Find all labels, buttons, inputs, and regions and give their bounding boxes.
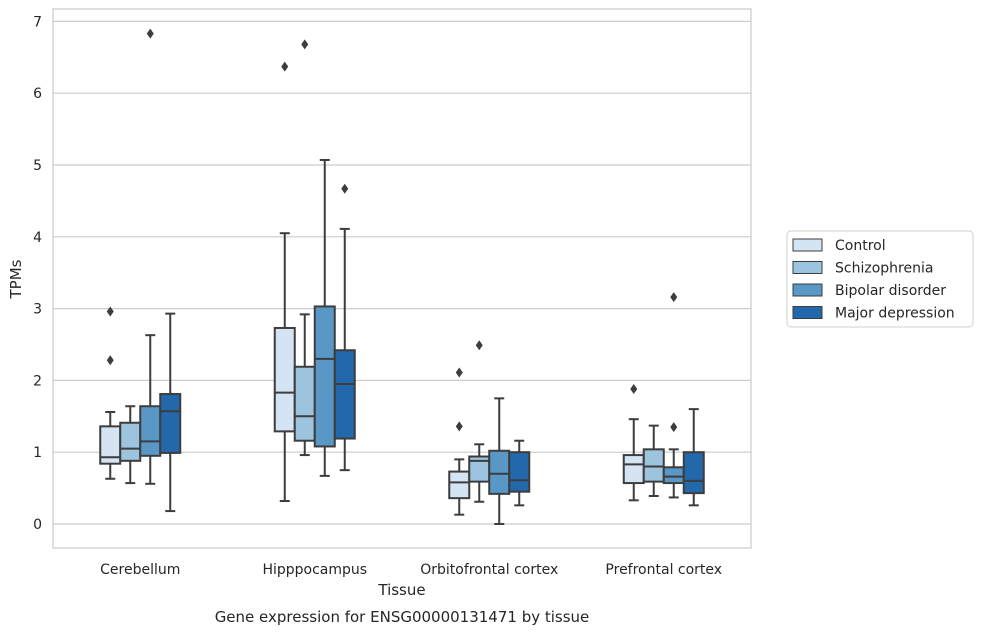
box-iqr — [488, 449, 511, 495]
legend-swatch — [792, 261, 823, 274]
box-iqr — [273, 326, 296, 433]
box-iqr — [508, 451, 531, 493]
box-iqr — [119, 421, 142, 462]
outlier-point — [106, 306, 114, 317]
y-tick-label: 7 — [33, 14, 42, 30]
box-control — [273, 61, 296, 503]
x-tick-label: Orbitofrontal cortex — [420, 562, 558, 578]
box-major-depression — [508, 439, 531, 507]
y-tick-labels: 0 1 2 3 4 5 6 7 — [33, 14, 42, 533]
box-major-depression — [333, 183, 356, 472]
box-iqr — [293, 365, 316, 442]
x-tick-labels: Cerebellum Hipppocampus Orbitofrontal cort… — [100, 562, 722, 578]
box-bipolar-disorder — [313, 158, 336, 477]
y-tick-label: 4 — [33, 230, 42, 246]
outlier-point — [670, 292, 678, 303]
box-bipolar-disorder — [488, 397, 511, 525]
outlier-point — [630, 384, 638, 395]
legend-label: Control — [835, 238, 886, 254]
box-control — [99, 306, 122, 480]
box-bipolar-disorder — [662, 292, 685, 499]
y-tick-label: 6 — [33, 86, 42, 102]
legend-label: Major depression — [835, 306, 955, 322]
legend-swatch — [792, 306, 823, 319]
legend-label: Schizophrenia — [835, 261, 933, 277]
legend-label: Bipolar disorder — [835, 283, 946, 299]
legend-frame — [786, 230, 974, 328]
box-major-depression — [159, 312, 182, 513]
box-schizophrenia — [293, 39, 316, 457]
y-tick-label: 1 — [33, 445, 42, 461]
box-iqr — [642, 448, 665, 483]
legend-swatch — [792, 283, 823, 297]
box-control — [622, 384, 645, 502]
outlier-point — [341, 183, 349, 194]
box-iqr — [159, 393, 182, 454]
x-axis-label: Tissue — [377, 581, 425, 599]
figure-caption: Gene expression for ENSG00000131471 by t… — [215, 608, 590, 626]
x-tick-label: Hipppocampus — [262, 562, 367, 578]
box-iqr — [682, 451, 705, 495]
y-tick-label: 2 — [33, 373, 42, 389]
box-iqr — [622, 454, 645, 485]
plot-frame — [52, 8, 752, 549]
box-major-depression — [682, 408, 705, 507]
y-axis-label: TPMs — [7, 259, 25, 299]
box-bipolar-disorder — [139, 28, 162, 485]
box-schizophrenia — [119, 405, 142, 485]
legend-swatch — [792, 238, 823, 252]
legend: Control Schizophrenia Bipolar disorder Majo… — [786, 230, 974, 328]
box-iqr — [139, 405, 162, 457]
outlier-point — [301, 39, 309, 50]
outlier-point — [455, 367, 463, 378]
box-iqr — [333, 349, 356, 440]
outlier-point — [281, 61, 289, 72]
box-iqr — [448, 470, 471, 500]
box-control — [448, 367, 471, 516]
outlier-point — [475, 340, 483, 351]
y-tick-label: 0 — [33, 517, 42, 533]
box-schizophrenia — [468, 340, 491, 503]
x-tick-label: Prefrontal cortex — [605, 562, 722, 578]
x-tick-label: Cerebellum — [100, 562, 180, 578]
box-schizophrenia — [642, 424, 665, 497]
box-iqr — [313, 305, 336, 448]
outlier-point — [455, 421, 463, 432]
outlier-point — [106, 355, 114, 366]
boxes — [99, 28, 705, 525]
y-tick-label: 3 — [33, 302, 42, 318]
y-tick-label: 5 — [33, 158, 42, 174]
outlier-point — [670, 422, 678, 433]
outlier-point — [146, 28, 154, 39]
box-iqr — [662, 466, 685, 485]
